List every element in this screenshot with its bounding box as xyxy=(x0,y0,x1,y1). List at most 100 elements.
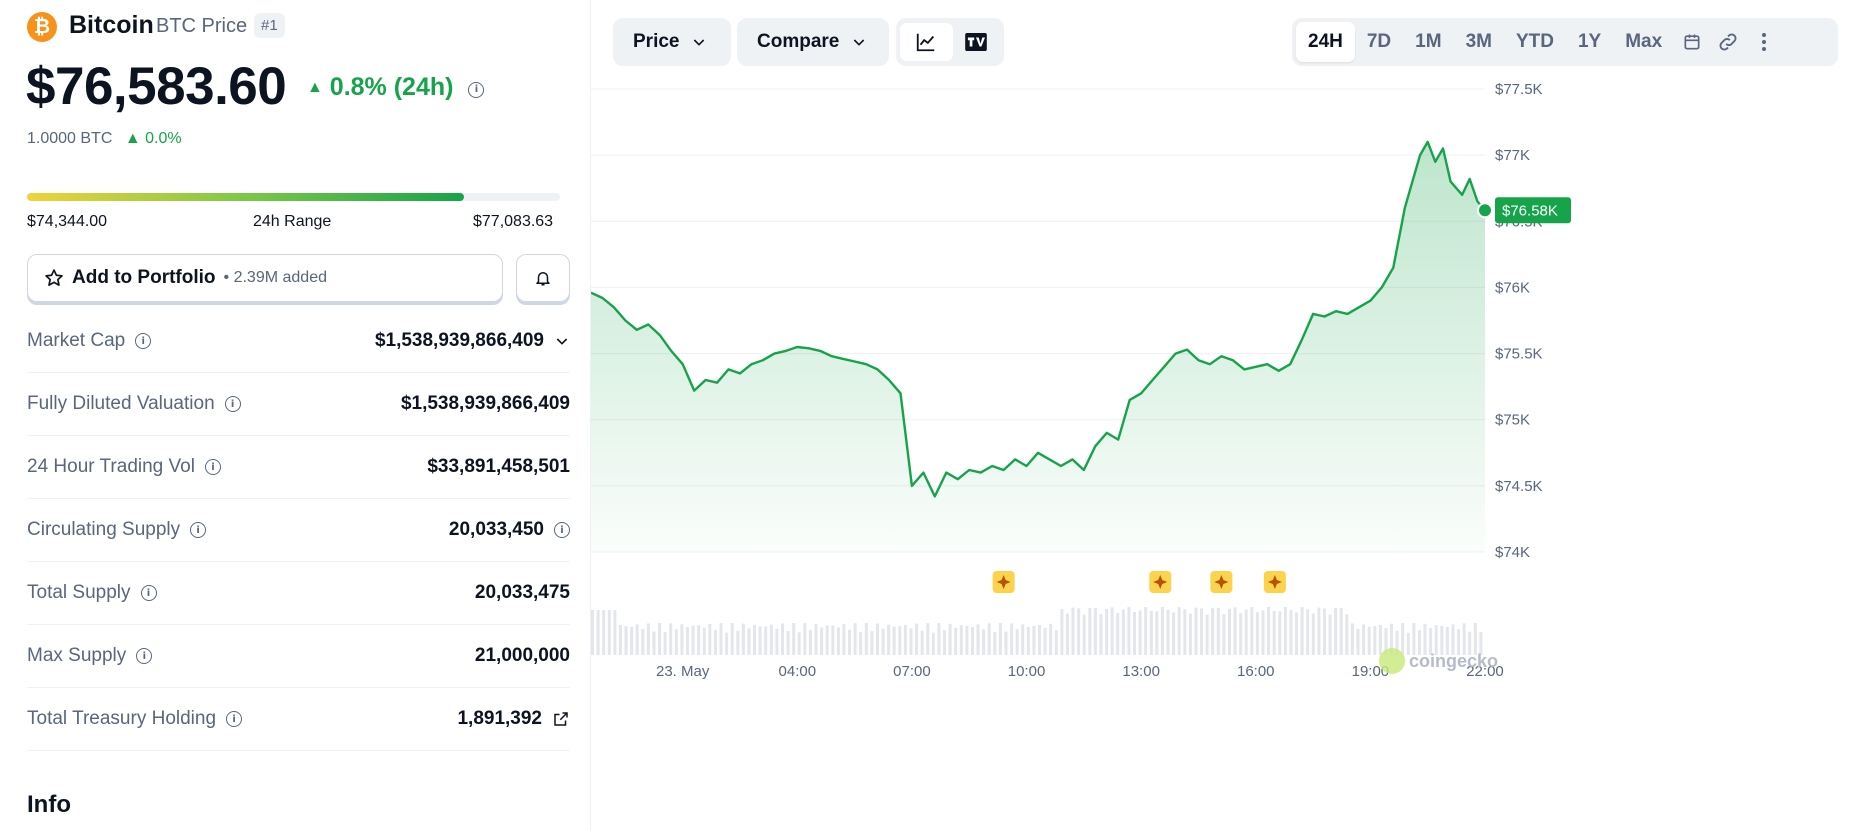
timeframe-3m[interactable]: 3M xyxy=(1465,31,1492,52)
volume-bar xyxy=(954,627,958,655)
price-area xyxy=(591,141,1485,552)
watermark-text: coingecko xyxy=(1409,651,1498,671)
volume-bar xyxy=(1267,607,1271,655)
y-tick-label: $77K xyxy=(1495,147,1530,164)
volume-bar xyxy=(697,625,701,655)
volume-bar xyxy=(1200,608,1203,655)
volume-bar xyxy=(1105,608,1109,655)
link-icon xyxy=(1719,33,1737,51)
volume-bar xyxy=(1283,607,1287,655)
volume-bar xyxy=(792,623,796,655)
volume-bar xyxy=(971,627,974,655)
timeframe-1m[interactable]: 1M xyxy=(1415,31,1442,52)
volume-bar xyxy=(674,629,678,655)
volume-bar xyxy=(982,629,986,655)
volume-bar xyxy=(1356,628,1360,655)
volume-bar xyxy=(1144,607,1148,655)
y-tick-label: $76K xyxy=(1495,279,1530,296)
stat-value: $33,891,458,501 xyxy=(427,456,570,477)
volume-bar xyxy=(1049,623,1053,655)
volume-bar xyxy=(1133,612,1136,655)
volume-bar xyxy=(1289,610,1293,655)
volume-bar xyxy=(1384,628,1388,655)
more-options-button[interactable] xyxy=(1746,24,1782,60)
info-icon[interactable]: i xyxy=(224,396,241,412)
volume-bar xyxy=(1183,609,1187,655)
info-icon[interactable]: i xyxy=(140,585,157,601)
range-low: $74,344.00 xyxy=(27,213,108,230)
stat-label: Total Supply xyxy=(27,582,131,603)
coin-subtitle: BTC Price xyxy=(156,15,248,37)
volume-bar xyxy=(1021,624,1025,655)
volume-bar xyxy=(1373,626,1377,655)
volume-bar xyxy=(1010,623,1014,655)
volume-bar xyxy=(1350,623,1354,655)
line-chart-button[interactable] xyxy=(900,23,953,61)
calendar-button[interactable] xyxy=(1674,24,1710,60)
volume-bar xyxy=(686,627,689,655)
price-dropdown[interactable]: Price xyxy=(613,18,731,66)
tradingview-icon xyxy=(965,33,988,51)
volume-bar xyxy=(618,625,622,655)
x-tick-label: 22:00 xyxy=(1466,663,1504,680)
volume-bar xyxy=(1334,608,1338,655)
stat-row-fdv: Fully Diluted Valuation i $1,538,939,866,… xyxy=(27,373,570,436)
bitcoin-logo-icon: ₿ xyxy=(27,12,57,42)
volume-bar xyxy=(1060,609,1064,655)
stat-label: Market Cap xyxy=(27,330,126,351)
caret-up-icon: ▲ xyxy=(307,79,323,96)
volume-bar xyxy=(713,630,717,655)
info-icon[interactable]: i xyxy=(135,333,152,349)
more-vertical-icon xyxy=(1762,33,1767,51)
timeframe-max[interactable]: Max xyxy=(1625,31,1663,52)
btc-conversion: 1.0000 BTC ▲ 0.0% xyxy=(27,130,182,148)
volume-bar xyxy=(1205,614,1209,655)
volume-bar xyxy=(1440,625,1444,655)
timeframe-24h[interactable]: 24H xyxy=(1296,22,1355,62)
timeframe-ytd[interactable]: YTD xyxy=(1515,31,1554,52)
volume-bar xyxy=(808,629,812,655)
volume-bar xyxy=(948,623,952,655)
external-link-icon[interactable] xyxy=(552,710,570,728)
volume-bar xyxy=(797,632,801,655)
calendar-icon xyxy=(1684,34,1700,50)
info-icon[interactable]: i xyxy=(226,711,243,727)
stat-value: 21,000,000 xyxy=(474,645,570,666)
volume-bar xyxy=(1015,629,1019,655)
event-marker-icon[interactable] xyxy=(992,571,1015,593)
price-dropdown-label: Price xyxy=(633,31,680,52)
timeframe-1y[interactable]: 1Y xyxy=(1577,31,1602,52)
info-icon[interactable]: i xyxy=(190,522,207,538)
info-heading: Info xyxy=(27,791,71,818)
volume-bar xyxy=(1233,607,1237,655)
price-alert-button[interactable] xyxy=(516,254,570,302)
coin-summary-panel: ₿ Bitcoin BTC Price #1 $76,583.60 ▲ 0.8%… xyxy=(0,0,591,831)
volume-bar xyxy=(1082,614,1086,655)
price-chart[interactable]: $77.5K$77K$76.5K$76K$75.5K$75K$74.5K$74K… xyxy=(591,80,1862,831)
volume-bar xyxy=(747,628,751,655)
add-to-portfolio-button[interactable]: Add to Portfolio • 2.39M added xyxy=(27,254,503,302)
info-icon[interactable]: i xyxy=(204,459,221,475)
star-icon xyxy=(45,269,63,286)
event-marker-icon[interactable] xyxy=(1210,571,1233,593)
chevron-down-icon xyxy=(694,39,705,46)
volume-bar xyxy=(602,610,606,655)
compare-dropdown[interactable]: Compare xyxy=(737,18,889,66)
tradingview-button[interactable] xyxy=(953,23,1000,61)
volume-bar xyxy=(853,623,857,655)
stat-value: $1,538,939,866,409 xyxy=(374,330,544,351)
event-marker-icon[interactable] xyxy=(1149,571,1172,593)
chevron-down-icon[interactable] xyxy=(554,333,570,349)
info-icon[interactable]: i xyxy=(468,81,485,98)
timeframe-7d[interactable]: 7D xyxy=(1366,31,1392,52)
info-icon[interactable]: i xyxy=(554,522,570,538)
x-tick-label: 13:00 xyxy=(1122,663,1160,680)
volume-bar xyxy=(1255,612,1259,655)
info-icon[interactable]: i xyxy=(136,648,153,664)
y-tick-label: $75.5K xyxy=(1495,346,1543,363)
current-price: $76,583.60 xyxy=(26,57,287,116)
share-link-button[interactable] xyxy=(1710,24,1746,60)
event-marker-icon[interactable] xyxy=(1263,571,1286,593)
volume-bar xyxy=(1339,607,1343,655)
volume-bar xyxy=(781,623,784,655)
